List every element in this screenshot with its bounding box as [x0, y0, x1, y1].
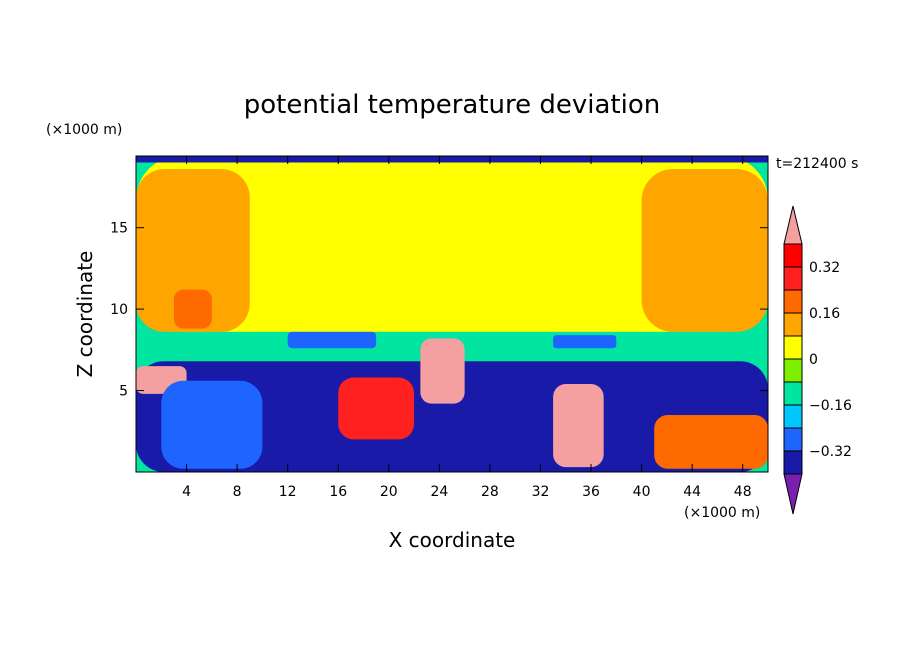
contour-region [641, 169, 768, 332]
colorbar-box [783, 289, 803, 314]
y-axis: 5 10 15 [110, 221, 768, 400]
x-tick-label: 24 [430, 484, 448, 500]
y-axis-unit: (×1000 m) [46, 122, 122, 138]
x-tick-label: 20 [380, 484, 398, 500]
colorbar-box [783, 243, 803, 268]
contour-region [338, 377, 415, 440]
y-tick-label: 15 [110, 221, 128, 237]
contour-region [173, 289, 212, 329]
contour-region [553, 384, 604, 468]
plot-area [136, 156, 768, 472]
contour-region [136, 361, 768, 472]
colorbar-box [783, 427, 803, 452]
chart-title: potential temperature deviation [244, 90, 660, 120]
y-tick-label: 5 [119, 384, 128, 400]
contour-region [136, 169, 250, 332]
x-axis-label: X coordinate [389, 528, 516, 552]
contour-region [654, 414, 768, 469]
colorbar-tick-label: 0.32 [809, 260, 840, 276]
x-tick-label: 44 [683, 484, 701, 500]
x-tick-label: 36 [582, 484, 600, 500]
colorbar-tick-label: 0.16 [809, 306, 840, 322]
x-tick-label: 8 [233, 484, 242, 500]
contour-region [161, 380, 263, 469]
contour-region [136, 156, 768, 163]
colorbar-extend-top [783, 205, 803, 245]
x-tick-label: 32 [532, 484, 550, 500]
contour-region [553, 335, 617, 349]
colorbar-box [783, 312, 803, 337]
contour-regions [136, 156, 768, 472]
colorbar: 0.32 0.16 0 −0.16 −0.32 [783, 205, 852, 515]
colorbar-extend-bottom [783, 473, 803, 515]
contour-region [420, 338, 465, 404]
x-tick-label: 16 [329, 484, 347, 500]
time-label: t=212400 s [776, 156, 858, 172]
y-tick-label: 10 [110, 302, 128, 318]
contour-region [287, 331, 377, 349]
x-tick-label: 12 [279, 484, 297, 500]
colorbar-box [783, 266, 803, 291]
contour-region [136, 156, 768, 332]
x-tick-label: 28 [481, 484, 499, 500]
x-tick-label: 40 [633, 484, 651, 500]
colorbar-tick-label: 0 [809, 352, 818, 368]
colorbar-box [783, 335, 803, 360]
x-tick-label: 4 [182, 484, 191, 500]
x-axis: 4 8 12 16 20 24 28 32 36 40 44 48 [182, 156, 752, 500]
colorbar-box [783, 450, 803, 475]
colorbar-tick-label: −0.16 [809, 398, 852, 414]
colorbar-box [783, 381, 803, 406]
colorbar-box [783, 404, 803, 429]
plot-frame [135, 155, 769, 473]
y-axis-label: Z coordinate [73, 251, 97, 378]
x-axis-unit: (×1000 m) [684, 505, 760, 521]
x-tick-label: 48 [734, 484, 752, 500]
colorbar-box [783, 358, 803, 383]
colorbar-tick-label: −0.32 [809, 444, 852, 460]
